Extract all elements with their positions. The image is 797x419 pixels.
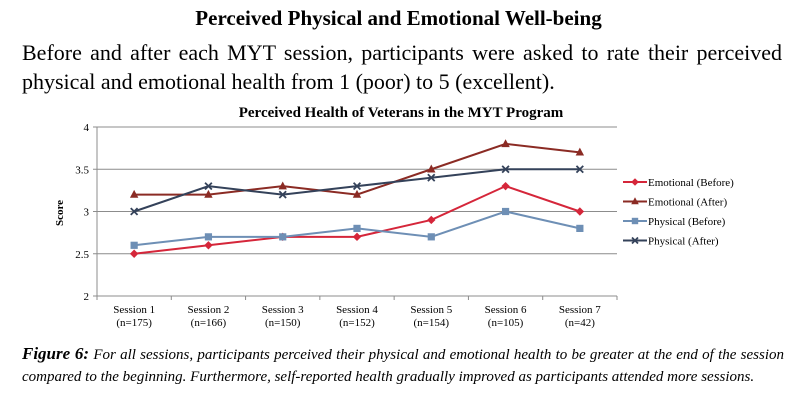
marker-stroke: [352, 182, 362, 191]
data-point: [427, 233, 435, 241]
x-tick-label-line: Session 5: [410, 304, 452, 316]
data-point: [575, 207, 585, 216]
data-point: [278, 181, 287, 190]
x-tick-label-line: (n=152): [339, 317, 375, 329]
data-point: [352, 182, 362, 191]
chart-title: Perceived Health of Veterans in the MYT …: [239, 105, 564, 121]
data-point: [204, 233, 213, 241]
y-tick-label: 4: [84, 122, 90, 134]
data-point: [427, 173, 436, 182]
y-axis-label: Score: [54, 200, 66, 226]
legend-label: Emotional (After): [648, 197, 727, 209]
page-heading: Perceived Physical and Emotional Well-be…: [195, 6, 602, 30]
y-tick-label: 3: [84, 207, 90, 219]
y-tick-label: 3.5: [75, 164, 89, 176]
x-tick-label: Session 2 (n=166): [187, 304, 229, 329]
figure-caption: Figure 6: For all sessions, participants…: [22, 343, 784, 388]
data-point: [278, 190, 287, 199]
legend-marker: [631, 217, 639, 225]
chart-series: [129, 139, 585, 258]
x-tick-label: Session 4 (n=152): [336, 304, 378, 329]
data-point: [501, 139, 510, 148]
y-tick-label: 2: [84, 291, 90, 303]
data-point: [501, 181, 510, 191]
intro-paragraph: Before and after each MYT session, parti…: [22, 40, 782, 94]
data-point: [352, 189, 362, 198]
data-point: [279, 233, 287, 241]
data-point: [204, 241, 213, 250]
x-tick-label: Session 7 (n=42): [559, 304, 601, 329]
chart-axes: [93, 126, 618, 300]
legend-label: Physical (Before): [648, 216, 726, 228]
chart-gridlines: [97, 126, 617, 255]
data-point: [576, 224, 584, 232]
legend-marker: [631, 197, 639, 205]
marker-stroke: [278, 190, 287, 199]
legend-entry: Emotional (Before): [623, 177, 734, 189]
data-point: [352, 232, 362, 242]
marker-stroke: [204, 182, 213, 191]
legend-label: Physical (After): [648, 236, 719, 248]
series-emotional-after: [129, 139, 585, 198]
x-tick-labels: Session 1 (n=175)Session 2 (n=166)Session …: [113, 304, 601, 329]
data-point: [427, 164, 436, 173]
data-point: [130, 241, 138, 249]
marker-stroke: [130, 207, 139, 216]
data-point: [204, 182, 213, 191]
x-tick-label-line: Session 7: [559, 304, 601, 316]
x-tick-label-line: (n=166): [191, 317, 227, 329]
x-tick-label: Session 5 (n=154): [410, 304, 452, 329]
y-tick-labels: 2 2.5 3 3.5 4: [75, 122, 89, 303]
data-point: [427, 215, 436, 225]
legend-entry: Emotional (After): [623, 197, 727, 209]
y-tick-label: 2.5: [75, 249, 89, 261]
data-point: [575, 165, 584, 174]
caption-label: Figure 6:: [22, 344, 90, 363]
legend-entry: Physical (Before): [623, 216, 726, 228]
data-point: [204, 189, 213, 198]
legend-entry: Physical (After): [623, 236, 719, 248]
data-point: [129, 249, 139, 258]
line-chart: 2 2.5 3 3.5 4 Session 1 (n=175) Session 2 (n=16…: [54, 105, 734, 329]
x-tick-label: Session 3 (n=150): [262, 304, 304, 329]
data-point: [130, 207, 139, 216]
marker-stroke: [427, 173, 436, 182]
x-tick-label-line: (n=150): [265, 317, 301, 329]
series-physical-before: [130, 207, 584, 249]
legend-marker: [631, 178, 639, 186]
data-point: [501, 165, 510, 174]
x-tick-label: Session 1 (n=175): [113, 304, 155, 329]
x-tick-label-line: Session 1: [113, 304, 155, 316]
marker-stroke: [575, 165, 584, 174]
x-tick-label-line: Session 2: [187, 304, 229, 316]
x-tick-label-line: Session 3: [262, 304, 304, 316]
data-point: [501, 207, 510, 216]
x-tick-label-line: (n=42): [565, 317, 595, 329]
data-point: [575, 147, 585, 156]
marker-stroke: [631, 236, 639, 245]
data-point: [129, 189, 139, 198]
x-tick-label-line: Session 6: [485, 304, 527, 316]
series-physical-after: [130, 165, 584, 216]
x-tick-label: Session 6 (n=105): [485, 304, 527, 329]
marker-stroke: [501, 165, 510, 174]
x-tick-label-line: (n=175): [116, 317, 152, 329]
data-point: [353, 224, 361, 232]
x-tick-label-line: (n=154): [414, 317, 450, 329]
x-tick-label-line: Session 4: [336, 304, 378, 316]
legend-label: Emotional (Before): [648, 177, 734, 189]
x-tick-label-line: (n=105): [488, 317, 524, 329]
legend-marker: [631, 236, 639, 245]
chart-legend: Emotional (Before) Emotional (After) Physi…: [623, 177, 734, 248]
caption-text: For all sessions, participants perceived…: [22, 347, 784, 385]
